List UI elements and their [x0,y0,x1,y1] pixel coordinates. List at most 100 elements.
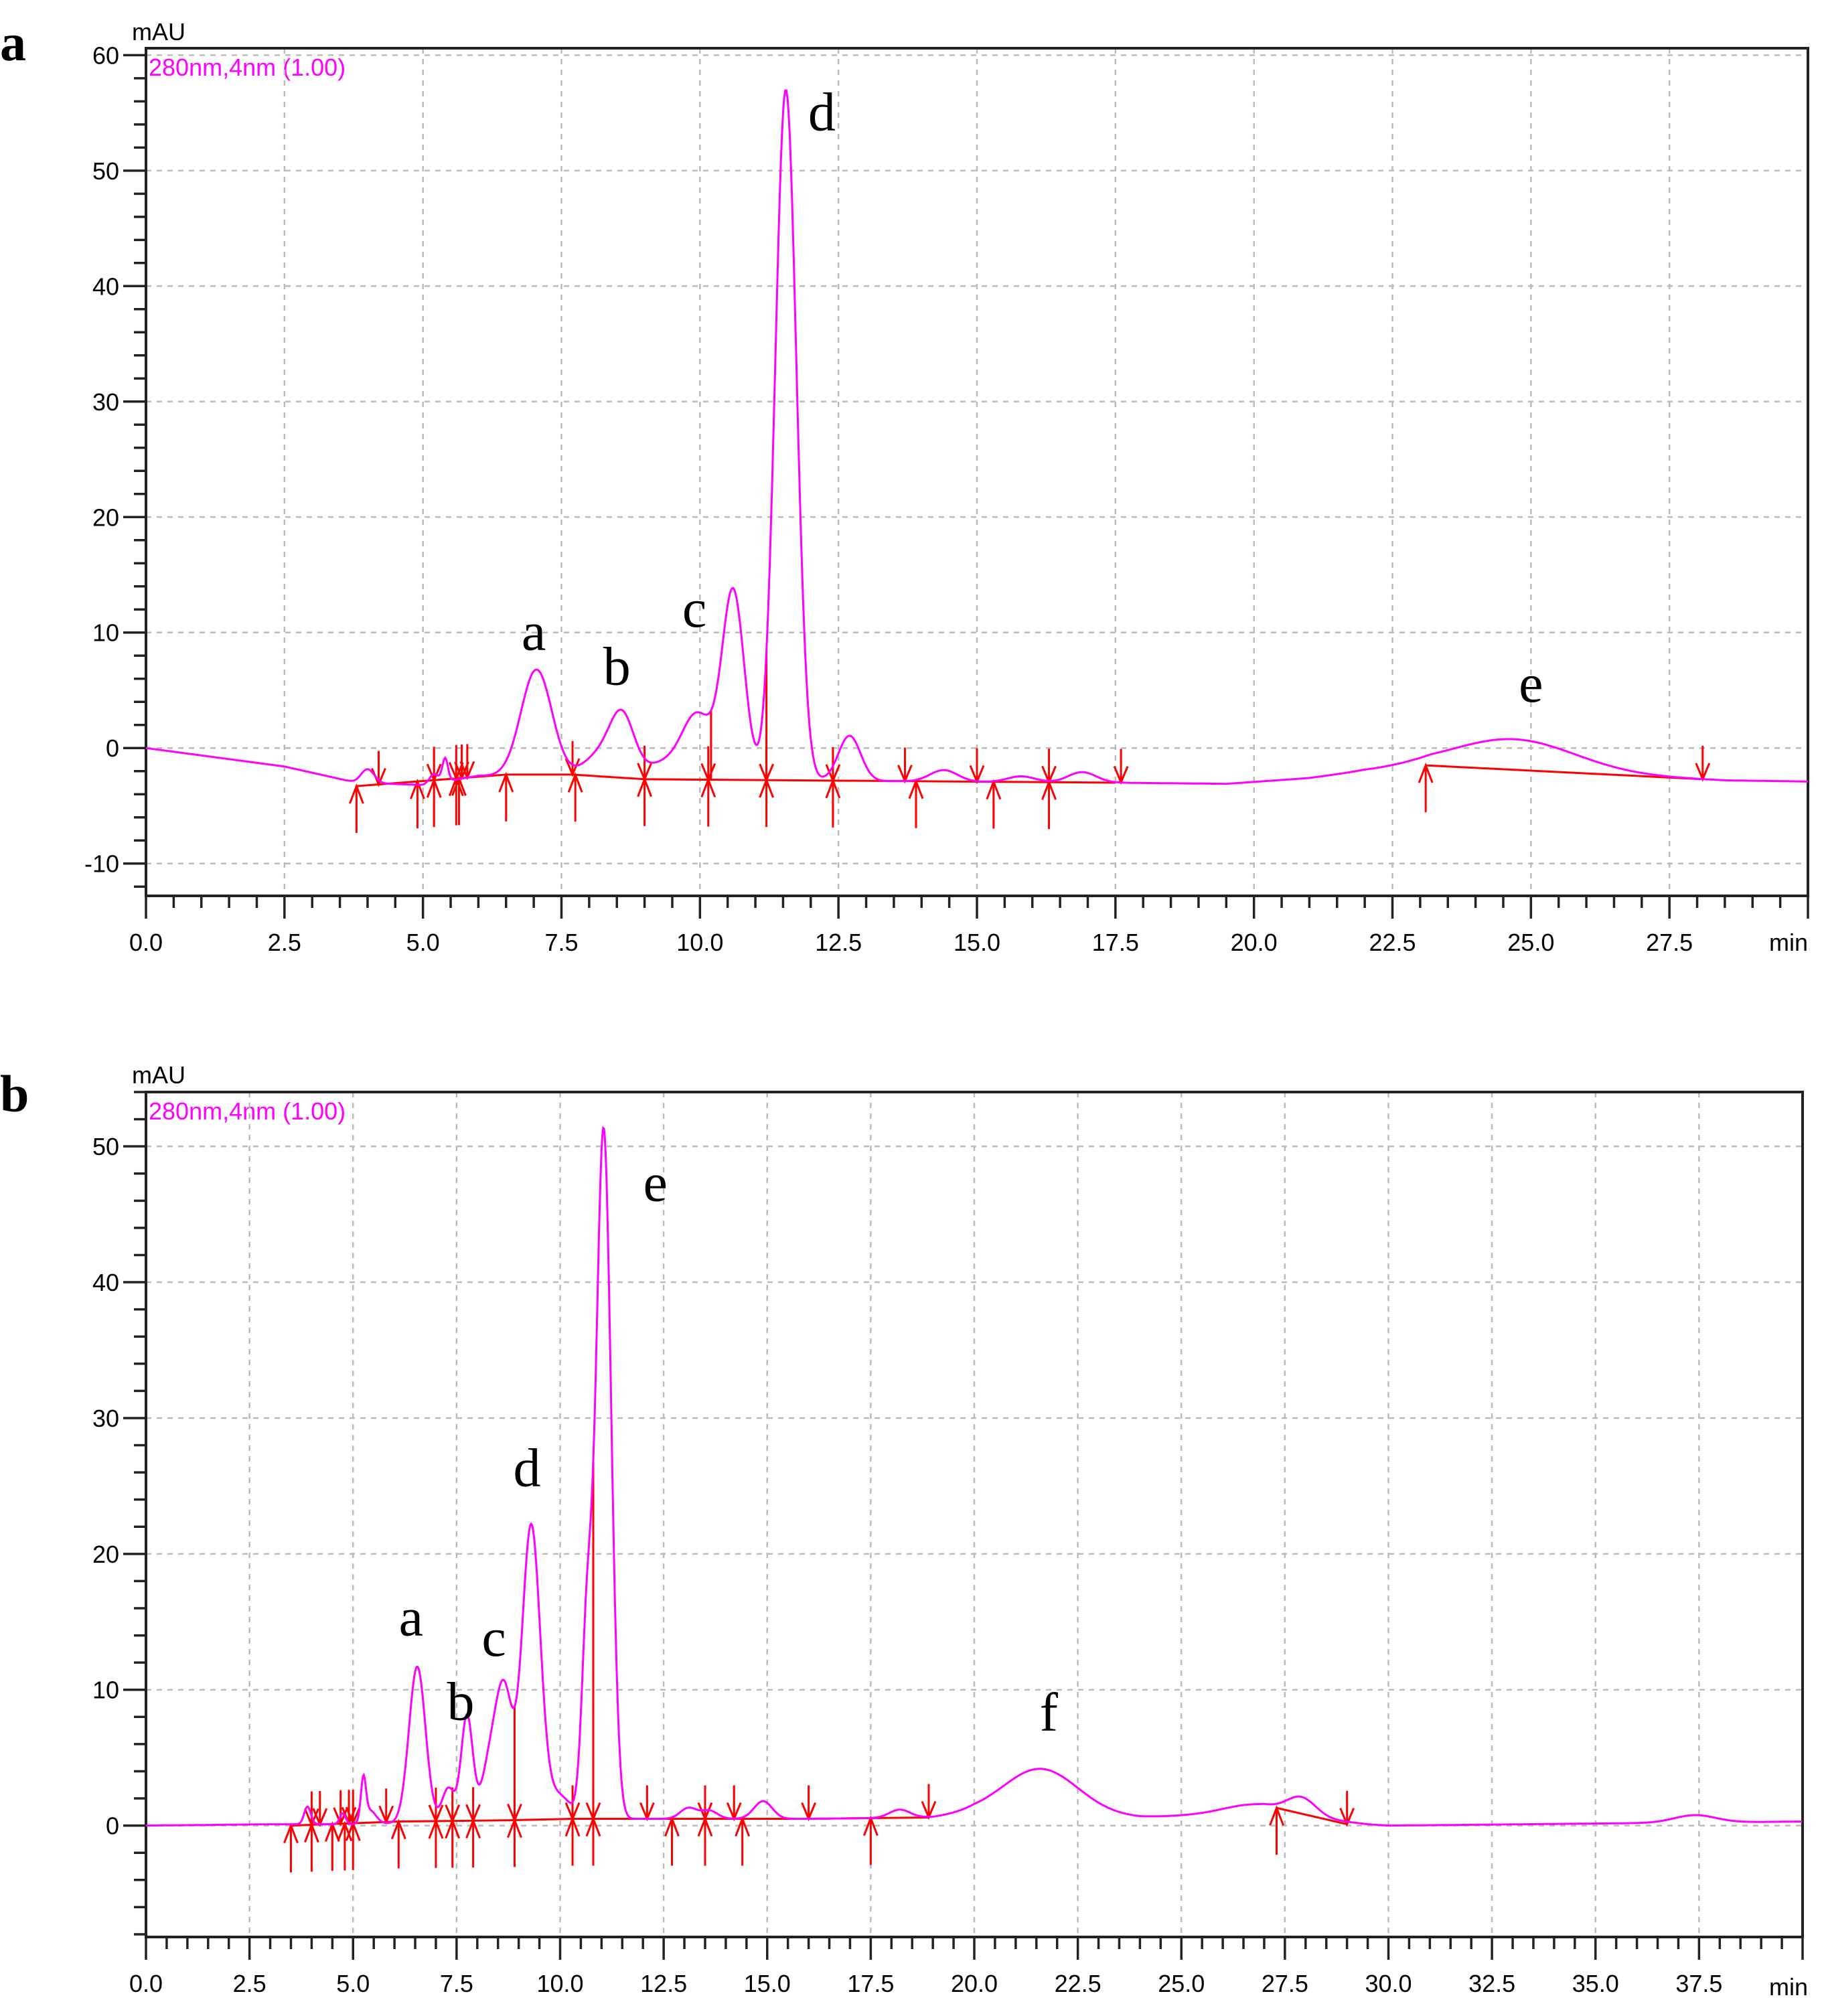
x-tick-label: 15.0 [954,929,1000,956]
peak-end-arrow-icon [1113,749,1129,785]
x-tick-label: 22.5 [1369,929,1416,956]
peak-label-b: b [447,1671,475,1731]
x-tick-label: 15.0 [744,1970,791,1997]
y-axis-unit-a: mAU [132,18,185,46]
peak-start-arrow-icon [700,777,716,827]
x-tick-label: 12.5 [640,1970,687,1997]
x-tick-label: 22.5 [1055,1970,1102,1997]
axes-b: 0.0 2.5 5.0 7.5 10.0 12.5 15.0 17.5 20.0 22.5 25.0… [92,1091,1804,1997]
x-tick-label: 2.5 [268,929,301,956]
y-tick-label: 10 [92,1677,119,1704]
peak-label-b: b [603,635,631,696]
peak-start-arrow-icon [735,1816,751,1866]
peak-end-arrow-icon [700,746,716,783]
x-tick-label: 20.0 [951,1970,998,1997]
peak-label-d: d [808,81,836,142]
x-axis-unit-a: min [1769,929,1808,956]
y-tick-label: 20 [92,1541,119,1568]
panel-letter-a: a [0,13,26,72]
peak-start-arrow-icon [348,783,364,834]
x-tick-label: 2.5 [233,1970,267,1997]
peak-end-arrow-icon [564,741,581,777]
peak-labels-a: abc d e [522,81,1543,714]
x-tick-label: 30.0 [1365,1970,1412,1997]
peak-start-arrow-icon [664,1816,680,1866]
peak-start-arrow-icon [908,778,924,828]
peak-end-arrow-icon [921,1784,937,1820]
peak-start-arrow-icon [1269,1805,1284,1855]
peak-start-arrow-icon [637,776,653,826]
peak-start-arrow-icon [465,1818,481,1868]
peak-start-arrow-icon [428,1818,444,1868]
x-tick-label: 10.0 [536,1970,583,1997]
y-tick-label: 0 [106,734,119,762]
x-tick-label: 25.0 [1507,929,1554,956]
y-tick-label: 0 [106,1812,119,1840]
chromatogram-panel-b: b mAU min 280nm,4nm (1.00) 0.0 2.5 5.0 7.5 1… [0,1061,1808,2001]
peak-start-arrow-icon [567,771,583,822]
peak-end-arrow-icon [378,1788,394,1825]
y-tick-label: 20 [92,503,119,531]
integration-baseline [1276,1806,1347,1826]
peak-end-arrow-icon [726,1785,742,1822]
y-tick-label: 40 [92,273,119,300]
peak-end-arrow-icon [312,1790,328,1827]
integration-baseline [1426,764,1703,781]
peak-end-arrow-icon [697,1785,713,1822]
x-tick-label: 37.5 [1675,1970,1722,1997]
peak-label-d: d [514,1437,541,1498]
peak-start-arrow-icon [390,1818,406,1869]
peak-start-arrow-icon [324,1821,340,1871]
peak-start-arrow-icon [1041,779,1057,830]
x-tick-label: 7.5 [544,929,578,956]
y-tick-label: 50 [92,157,119,185]
integration-marks-b [283,1460,1355,1873]
peak-start-arrow-icon [1418,762,1434,813]
y-tick-label: 60 [92,42,119,69]
peak-start-arrow-icon [507,1817,522,1867]
chromatogram-trace-b [146,1126,1802,1827]
peak-labels-b: abc d e f [399,1152,1059,1742]
peak-start-arrow-icon [759,777,775,828]
peak-label-a: a [522,601,546,662]
y-axis-unit-b: mAU [132,1061,185,1089]
x-tick-label: 7.5 [440,1970,473,1997]
y-tick-label: 30 [92,1405,119,1432]
peak-end-arrow-icon [1339,1790,1355,1827]
integration-marks-a [348,651,1711,834]
peak-label-e: e [643,1152,668,1213]
y-tick-label: 10 [92,619,119,647]
grid-a [146,48,1808,896]
x-tick-label: 0.0 [129,929,163,956]
y-tick-label: 40 [92,1269,119,1296]
y-tick-label: -10 [84,850,119,878]
axes-a: 0.0 2.5 5.0 7.5 10.0 12.5 15.0 17.5 20.0 22.5 25.0… [84,42,1809,956]
peak-end-arrow-icon [639,1785,655,1822]
detector-label-a: 280nm,4nm (1.00) [149,54,346,81]
x-tick-label: 17.5 [847,1970,894,1997]
peak-end-arrow-icon [445,1787,461,1824]
peak-label-c: c [682,578,706,639]
x-tick-label: 20.0 [1231,929,1278,956]
detector-label-b: 280nm,4nm (1.00) [149,1097,346,1125]
chromatogram-trace-a [145,89,1808,786]
peak-end-arrow-icon [897,747,913,784]
peak-label-f: f [1040,1682,1059,1743]
x-tick-label: 27.5 [1262,1970,1308,1997]
y-tick-label: 50 [92,1133,119,1160]
peak-start-arrow-icon [986,779,1002,829]
x-tick-label: 32.5 [1468,1970,1515,1997]
x-tick-label: 0.0 [129,1970,163,1997]
peak-start-arrow-icon [303,1822,319,1872]
peak-start-arrow-icon [697,1816,713,1866]
panel-letter-b: b [0,1065,29,1123]
x-tick-label: 27.5 [1646,929,1693,956]
x-tick-label: 25.0 [1158,1970,1205,1997]
peak-end-arrow-icon [637,745,652,782]
peak-label-c: c [481,1607,506,1668]
grid-b [146,1092,1803,1937]
peak-label-e: e [1519,653,1543,714]
x-tick-label: 5.0 [406,929,440,956]
x-tick-label: 10.0 [676,929,723,956]
